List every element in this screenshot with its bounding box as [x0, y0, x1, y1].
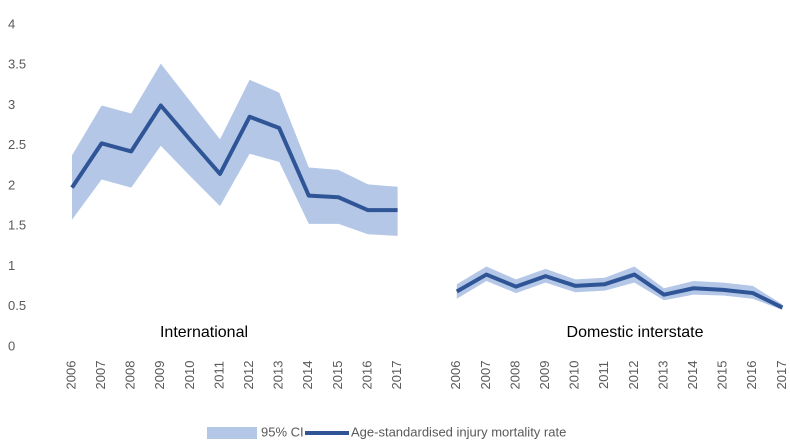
x-tick-label: 2009 [537, 361, 552, 390]
x-tick-label: 2014 [300, 361, 315, 390]
x-tick-label: 2006 [63, 361, 78, 390]
legend-label: Age-standardised injury mortality rate [351, 424, 566, 439]
x-tick-label: 2010 [182, 361, 197, 390]
x-tick-label: 2009 [152, 361, 167, 390]
x-tick-label: 2017 [389, 361, 404, 390]
x-tick-label: 2014 [685, 361, 700, 390]
x-tick-label: 2015 [330, 361, 345, 390]
x-tick-label: 2015 [715, 361, 730, 390]
y-tick-label: 0.5 [8, 298, 26, 313]
x-tick-label: 2013 [655, 361, 670, 390]
x-tick-label: 2017 [774, 361, 789, 390]
legend-swatch [207, 427, 257, 439]
y-tick-label: 1.5 [8, 218, 26, 233]
y-tick-label: 0 [8, 338, 15, 353]
x-tick-label: 2006 [448, 361, 463, 390]
x-tick-label: 2011 [596, 361, 611, 389]
ci-band [72, 63, 398, 236]
y-tick-label: 4 [8, 16, 15, 31]
x-tick-label: 2010 [567, 361, 582, 390]
ci-band [456, 266, 783, 310]
rate-line [455, 272, 784, 310]
x-tick-label: 2012 [626, 361, 641, 390]
legend-label: 95% CI [261, 424, 304, 439]
y-tick-label: 2.5 [8, 137, 26, 152]
x-tick-label: 2016 [744, 361, 759, 390]
x-tick-label: 2007 [478, 361, 493, 390]
x-tick-label: 2007 [93, 361, 108, 390]
group-label: International [160, 324, 248, 341]
x-tick-label: 2008 [123, 361, 138, 390]
x-tick-label: 2013 [271, 361, 286, 390]
x-tick-label: 2011 [211, 361, 226, 389]
y-tick-label: 3.5 [8, 57, 26, 72]
x-tick-label: 2016 [359, 361, 374, 390]
group-label: Domestic interstate [567, 324, 704, 341]
x-tick-label: 2008 [507, 361, 522, 390]
x-tick-label: 2012 [241, 361, 256, 390]
y-tick-label: 1 [8, 258, 15, 273]
y-tick-label: 3 [8, 97, 15, 112]
y-tick-label: 2 [8, 177, 15, 192]
rate-line [70, 103, 398, 213]
